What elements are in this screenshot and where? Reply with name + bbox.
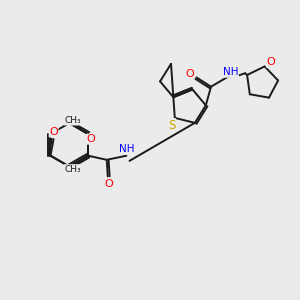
Text: NH: NH [223,67,239,77]
Text: O: O [266,57,275,67]
Text: O: O [185,69,194,79]
Text: CH₃: CH₃ [64,116,81,125]
Text: NH: NH [118,145,134,154]
Text: O: O [87,134,96,144]
Text: O: O [104,178,113,189]
Text: O: O [49,127,58,137]
Text: CH₃: CH₃ [64,165,81,174]
Text: S: S [168,118,176,132]
